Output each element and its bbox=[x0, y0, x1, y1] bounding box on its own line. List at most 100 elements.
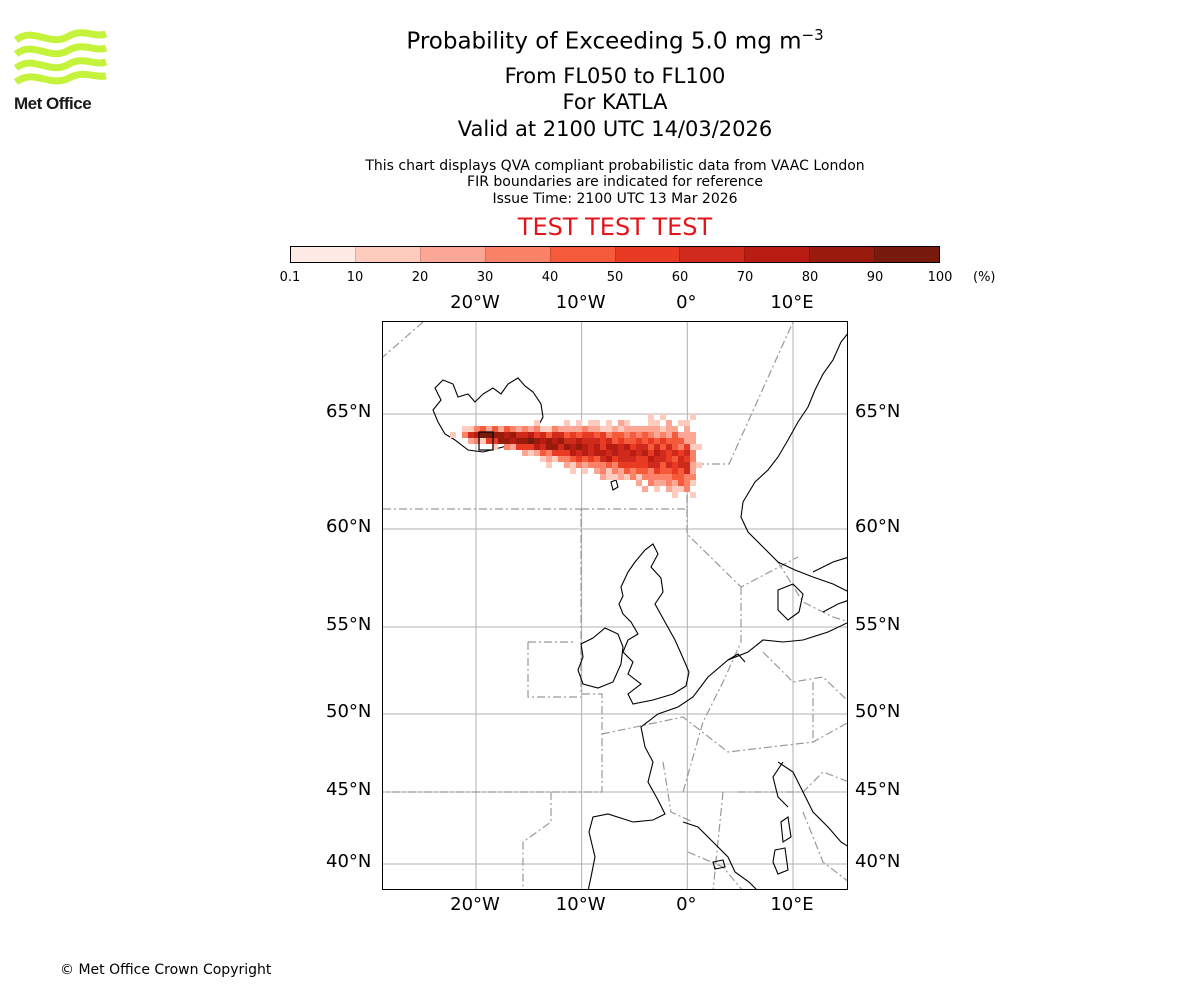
plume-cell bbox=[594, 468, 600, 474]
plume-cell bbox=[588, 450, 594, 456]
plume-cell bbox=[612, 462, 618, 468]
plume-cell bbox=[606, 462, 612, 468]
plume-cell bbox=[684, 468, 690, 474]
plume-cell bbox=[642, 450, 648, 456]
plume-cell bbox=[552, 432, 558, 438]
plume-cell bbox=[600, 450, 606, 456]
plume-cell bbox=[630, 462, 636, 468]
plume-cell bbox=[648, 444, 654, 450]
plume-cell bbox=[594, 438, 600, 444]
plume-cell bbox=[576, 444, 582, 450]
plume-cell bbox=[582, 462, 588, 468]
plume-cell bbox=[678, 438, 684, 444]
colorbar-tick-label: 20 bbox=[411, 270, 429, 285]
plume-cell bbox=[576, 432, 582, 438]
plume-cell bbox=[606, 438, 612, 444]
plume-cell bbox=[654, 486, 660, 492]
plume-cell bbox=[492, 426, 498, 432]
plume-cell bbox=[552, 444, 558, 450]
plume-cell bbox=[582, 438, 588, 444]
plume-cell bbox=[552, 456, 558, 462]
latitude-label: 65°N bbox=[326, 401, 372, 422]
plume-cell bbox=[582, 468, 588, 474]
plume-cell bbox=[612, 456, 618, 462]
plume-cell bbox=[594, 426, 600, 432]
plume-cell bbox=[468, 438, 474, 444]
plume-cell bbox=[636, 480, 642, 486]
plume-cell bbox=[492, 438, 498, 444]
plume-cell bbox=[480, 426, 486, 432]
plume-cell bbox=[666, 432, 672, 438]
plume-cell bbox=[630, 474, 636, 480]
colorbar-segment bbox=[874, 247, 940, 262]
plume-cell bbox=[672, 432, 678, 438]
plume-cell bbox=[636, 474, 642, 480]
plume-cell bbox=[462, 426, 468, 432]
plume-cell bbox=[654, 426, 660, 432]
plume-cell bbox=[636, 450, 642, 456]
logo-waves-icon bbox=[13, 29, 108, 85]
plume-cell bbox=[552, 438, 558, 444]
plume-cell bbox=[594, 462, 600, 468]
plume-cell bbox=[654, 456, 660, 462]
plume-cell bbox=[696, 462, 702, 468]
plume-cell bbox=[606, 444, 612, 450]
plume-cell bbox=[576, 420, 582, 426]
plume-cell bbox=[678, 480, 684, 486]
plume-cell bbox=[474, 438, 480, 444]
plume-cell bbox=[618, 444, 624, 450]
plume-cell bbox=[480, 438, 486, 444]
plume-cell bbox=[648, 468, 654, 474]
plume-cell bbox=[492, 432, 498, 438]
plume-cell bbox=[660, 450, 666, 456]
plume-cell bbox=[642, 474, 648, 480]
plume-cell bbox=[600, 426, 606, 432]
plume-cell bbox=[672, 486, 678, 492]
plume-cell bbox=[684, 420, 690, 426]
plume-cell bbox=[666, 450, 672, 456]
plume-cell bbox=[534, 426, 540, 432]
plume-cell bbox=[660, 480, 666, 486]
plume-cell bbox=[672, 444, 678, 450]
plume-cell bbox=[690, 480, 696, 486]
plume-cell bbox=[672, 492, 678, 498]
plume-cell bbox=[648, 480, 654, 486]
plume-cell bbox=[564, 420, 570, 426]
plume-cell bbox=[588, 462, 594, 468]
plume-cell bbox=[648, 426, 654, 432]
plume-cell bbox=[510, 444, 516, 450]
plume-cell bbox=[504, 444, 510, 450]
latitude-label: 60°N bbox=[855, 516, 901, 537]
plume-cell bbox=[588, 438, 594, 444]
colorbar-tick-label: 100 bbox=[927, 270, 953, 285]
plume-cell bbox=[660, 474, 666, 480]
plume-cell bbox=[618, 438, 624, 444]
plume-cell bbox=[606, 474, 612, 480]
plume-cell bbox=[672, 474, 678, 480]
plume-cell bbox=[600, 438, 606, 444]
ash-plume bbox=[450, 414, 702, 498]
plume-cell bbox=[642, 456, 648, 462]
plume-cell bbox=[624, 468, 630, 474]
plume-cell bbox=[630, 438, 636, 444]
plume-cell bbox=[660, 432, 666, 438]
plume-cell bbox=[594, 432, 600, 438]
plume-cell bbox=[564, 426, 570, 432]
plume-cell bbox=[474, 426, 480, 432]
plume-cell bbox=[684, 450, 690, 456]
plume-cell bbox=[582, 426, 588, 432]
map-canvas bbox=[383, 322, 847, 889]
plume-cell bbox=[528, 426, 534, 432]
latitude-label: 40°N bbox=[855, 851, 901, 872]
colorbar-segment bbox=[549, 247, 615, 262]
latitude-label: 55°N bbox=[326, 614, 372, 635]
plume-cell bbox=[450, 432, 456, 438]
plume-cell bbox=[684, 456, 690, 462]
plume-cell bbox=[612, 426, 618, 432]
plume-cell bbox=[672, 462, 678, 468]
latitude-label: 50°N bbox=[855, 701, 901, 722]
plume-cell bbox=[624, 420, 630, 426]
colorbar-segment bbox=[291, 247, 355, 262]
plume-cell bbox=[546, 432, 552, 438]
plume-cell bbox=[678, 474, 684, 480]
